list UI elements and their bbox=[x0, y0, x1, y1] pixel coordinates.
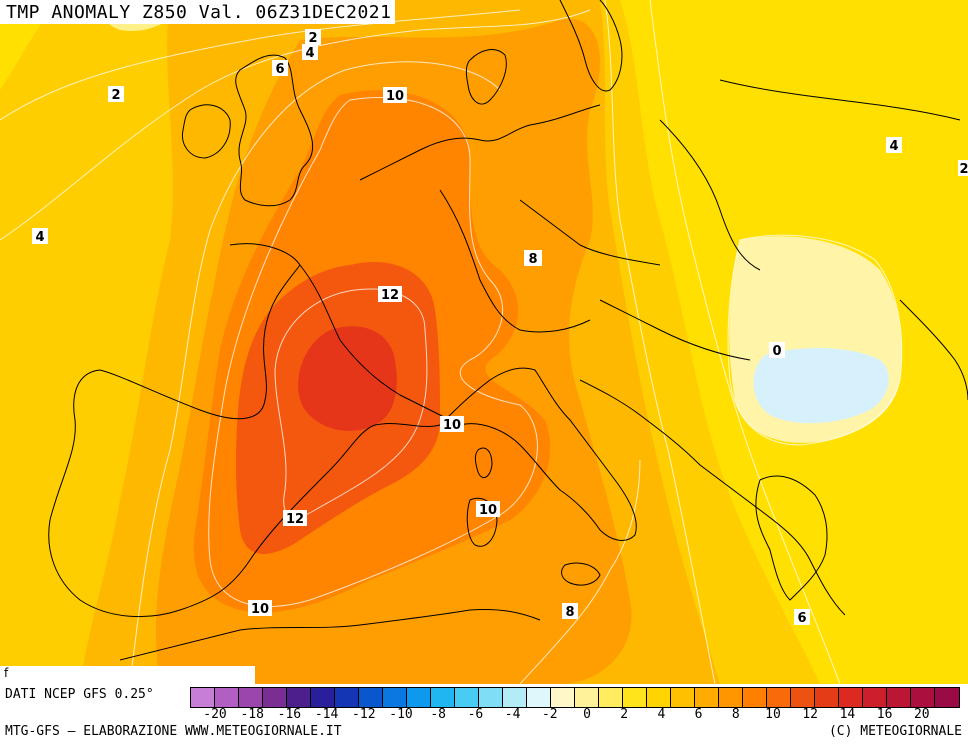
scale-tick-label: -10 bbox=[389, 707, 413, 722]
svg-text:6: 6 bbox=[797, 611, 806, 626]
credit-label: MTG-GFS — ELABORAZIONE WWW.METEOGIORNALE… bbox=[5, 724, 342, 739]
svg-text:12: 12 bbox=[286, 512, 304, 527]
contour-labels: 2 4 6 2 10 4 4 2 8 12 0 10 10 12 10 8 6 bbox=[32, 29, 968, 626]
scale-tick-label: -8 bbox=[430, 707, 447, 722]
contour-label: 12 bbox=[283, 510, 307, 527]
scale-swatch bbox=[455, 688, 479, 707]
scale-swatch bbox=[407, 688, 431, 707]
map-title: TMP ANOMALY Z850 Val. 06Z31DEC2021 bbox=[0, 0, 396, 24]
scale-tick-label: 0 bbox=[583, 707, 591, 722]
scale-swatch bbox=[503, 688, 527, 707]
scale-tick-label: 14 bbox=[839, 707, 856, 722]
contour-label: 4 bbox=[302, 44, 318, 61]
svg-text:6: 6 bbox=[275, 62, 284, 77]
scale-swatch bbox=[815, 688, 839, 707]
svg-text:4: 4 bbox=[889, 139, 898, 154]
scale-swatch bbox=[623, 688, 647, 707]
scale-tick-label: 10 bbox=[765, 707, 781, 722]
contour-label: 2 bbox=[958, 160, 968, 177]
corner-mark: f bbox=[4, 666, 9, 680]
anomaly-band-negative bbox=[753, 348, 889, 424]
contour-label: 6 bbox=[794, 609, 810, 626]
scale-swatch bbox=[671, 688, 695, 707]
scale-swatch bbox=[695, 688, 719, 707]
contour-label: 10 bbox=[440, 416, 464, 433]
svg-text:10: 10 bbox=[479, 503, 497, 518]
scale-swatch bbox=[911, 688, 935, 707]
scale-swatch bbox=[431, 688, 455, 707]
svg-text:4: 4 bbox=[35, 230, 44, 245]
scale-tick-label: 6 bbox=[694, 707, 703, 722]
scale-swatch bbox=[791, 688, 815, 707]
scale-tick-label: -20 bbox=[203, 707, 227, 722]
scale-tick-label: -12 bbox=[352, 707, 376, 722]
contour-label: 2 bbox=[108, 86, 124, 103]
contour-label: 6 bbox=[272, 60, 288, 77]
scale-swatch bbox=[887, 688, 911, 707]
scale-tick-label: 4 bbox=[657, 707, 666, 722]
svg-text:2: 2 bbox=[111, 88, 120, 103]
contour-label: 2 bbox=[305, 29, 321, 46]
contour-label: 0 bbox=[769, 342, 785, 359]
scale-swatch bbox=[239, 688, 263, 707]
scale-swatch bbox=[839, 688, 863, 707]
scale-swatch bbox=[335, 688, 359, 707]
svg-text:8: 8 bbox=[565, 605, 574, 620]
scale-tick-label: -18 bbox=[240, 707, 264, 722]
scale-swatch bbox=[287, 688, 311, 707]
scale-swatch bbox=[383, 688, 407, 707]
corner-box bbox=[0, 666, 255, 684]
contour-label: 4 bbox=[886, 137, 902, 154]
scale-swatch bbox=[935, 688, 959, 707]
contour-label: 8 bbox=[524, 250, 542, 267]
copyright-label: (C) METEOGIORNALE bbox=[828, 724, 962, 739]
scale-tick-label: -2 bbox=[541, 707, 558, 722]
color-scale bbox=[190, 687, 960, 708]
scale-tick-label: 8 bbox=[731, 707, 740, 722]
scale-tick-label: -6 bbox=[467, 707, 484, 722]
scale-swatch bbox=[647, 688, 671, 707]
scale-swatch bbox=[359, 688, 383, 707]
scale-tick-label: 2 bbox=[620, 707, 629, 722]
contour-label: 12 bbox=[378, 286, 402, 303]
anomaly-band-12-14 bbox=[298, 326, 397, 431]
contour-lines bbox=[0, 0, 903, 684]
svg-text:10: 10 bbox=[443, 418, 461, 433]
scale-tick-label: -4 bbox=[504, 707, 521, 722]
scale-swatch bbox=[479, 688, 503, 707]
svg-text:0: 0 bbox=[772, 344, 781, 359]
scale-swatch bbox=[863, 688, 887, 707]
svg-text:10: 10 bbox=[386, 89, 404, 104]
scale-swatch bbox=[575, 688, 599, 707]
scale-tick-label: 20 bbox=[913, 707, 930, 722]
svg-text:8: 8 bbox=[528, 252, 537, 267]
contour-label: 4 bbox=[32, 228, 48, 245]
scale-swatch bbox=[527, 688, 551, 707]
scale-swatch bbox=[263, 688, 287, 707]
scale-swatch bbox=[191, 688, 215, 707]
svg-text:12: 12 bbox=[381, 288, 399, 303]
svg-text:4: 4 bbox=[305, 46, 314, 61]
anomaly-map: 2 4 6 2 10 4 4 2 8 12 0 10 10 12 10 8 6 bbox=[0, 0, 968, 684]
contour-label: 8 bbox=[562, 603, 578, 620]
svg-text:2: 2 bbox=[959, 162, 968, 177]
scale-swatch bbox=[743, 688, 767, 707]
coastlines bbox=[48, 0, 968, 661]
data-source-label: DATI NCEP GFS 0.25° bbox=[5, 687, 154, 702]
scale-swatch bbox=[311, 688, 335, 707]
svg-text:2: 2 bbox=[308, 31, 317, 46]
contour-label: 10 bbox=[248, 600, 272, 617]
contour-label: 10 bbox=[383, 87, 407, 104]
scale-tick-label: -14 bbox=[314, 707, 339, 722]
scale-tick-label: 12 bbox=[802, 707, 819, 722]
scale-swatch bbox=[719, 688, 743, 707]
scale-swatch bbox=[599, 688, 623, 707]
scale-tick-label: 16 bbox=[876, 707, 893, 722]
scale-swatch bbox=[767, 688, 791, 707]
scale-swatch bbox=[215, 688, 239, 707]
contour-label: 10 bbox=[476, 501, 500, 518]
scale-tick-label: -16 bbox=[277, 707, 302, 722]
svg-text:10: 10 bbox=[251, 602, 269, 617]
scale-swatch bbox=[551, 688, 575, 707]
